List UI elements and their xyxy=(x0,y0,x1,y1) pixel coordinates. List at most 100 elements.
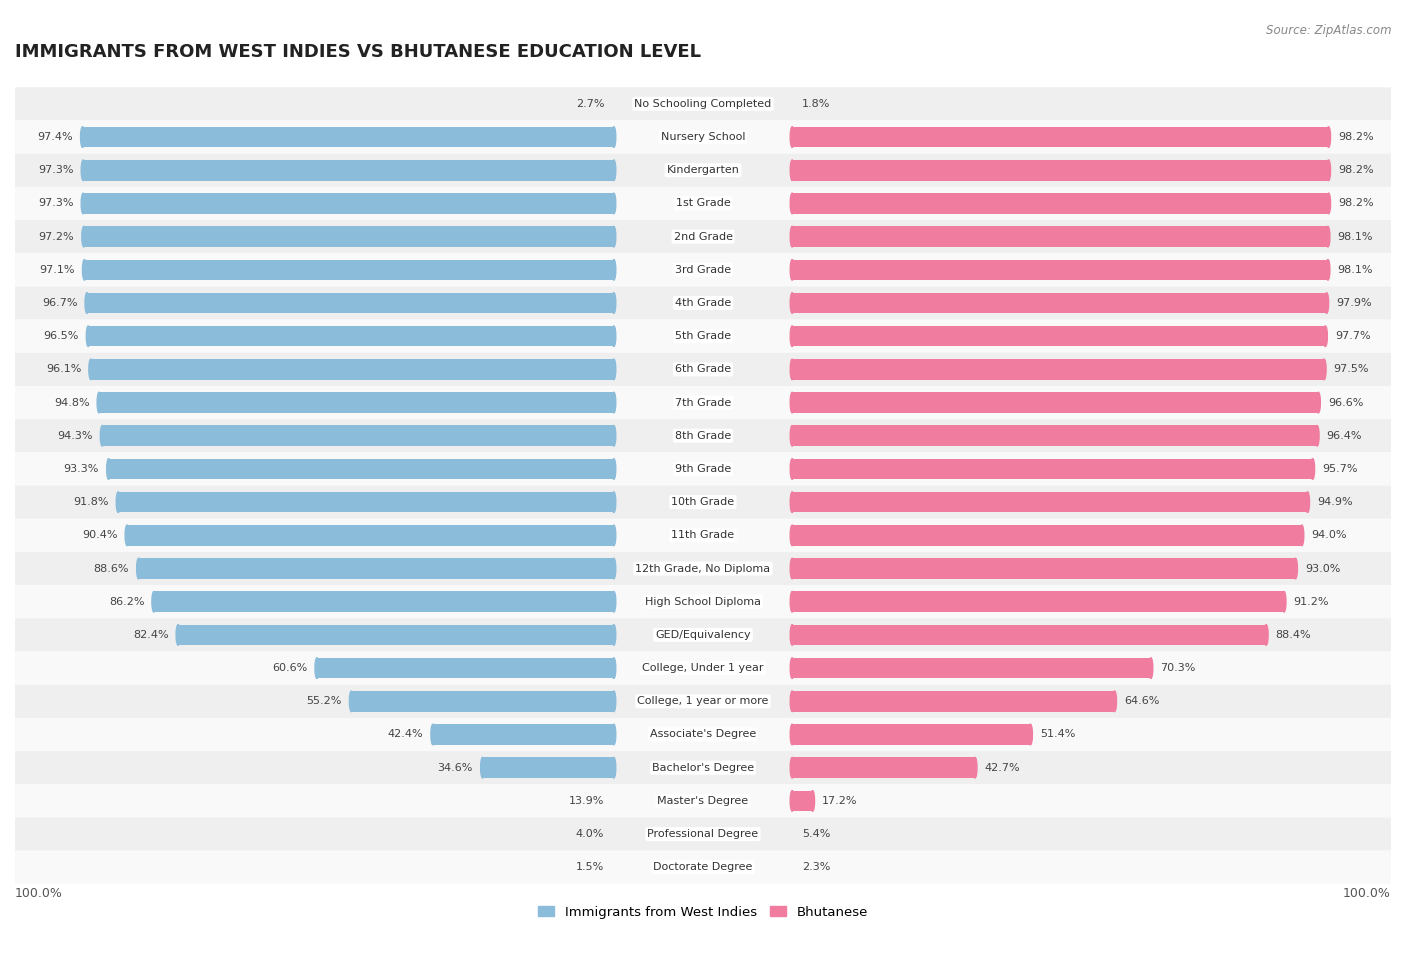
Circle shape xyxy=(1322,359,1326,379)
Circle shape xyxy=(612,425,616,447)
Circle shape xyxy=(1299,526,1303,546)
Circle shape xyxy=(612,160,616,180)
Text: 9th Grade: 9th Grade xyxy=(675,464,731,474)
Text: 96.7%: 96.7% xyxy=(42,298,77,308)
Text: 97.3%: 97.3% xyxy=(38,165,73,176)
Circle shape xyxy=(83,259,86,280)
Bar xyxy=(792,127,1329,147)
Circle shape xyxy=(86,326,90,346)
Circle shape xyxy=(1327,127,1330,147)
Circle shape xyxy=(1327,193,1330,214)
Circle shape xyxy=(790,458,794,480)
Text: 1.8%: 1.8% xyxy=(801,98,830,109)
Circle shape xyxy=(612,625,616,645)
FancyBboxPatch shape xyxy=(15,187,1391,220)
Text: 42.4%: 42.4% xyxy=(388,729,423,739)
Bar xyxy=(792,724,1031,745)
Bar xyxy=(127,526,614,546)
Legend: Immigrants from West Indies, Bhutanese: Immigrants from West Indies, Bhutanese xyxy=(533,900,873,923)
Text: Master's Degree: Master's Degree xyxy=(658,796,748,806)
FancyBboxPatch shape xyxy=(15,718,1391,751)
Bar xyxy=(792,691,1115,712)
Bar xyxy=(118,491,614,513)
Circle shape xyxy=(82,160,86,180)
Text: College, 1 year or more: College, 1 year or more xyxy=(637,696,769,706)
FancyBboxPatch shape xyxy=(15,88,1391,121)
Circle shape xyxy=(1264,625,1268,645)
Text: 91.2%: 91.2% xyxy=(1294,597,1329,606)
Text: 2.3%: 2.3% xyxy=(801,862,830,873)
Text: 96.5%: 96.5% xyxy=(44,332,79,341)
Text: 6th Grade: 6th Grade xyxy=(675,365,731,374)
Circle shape xyxy=(349,691,353,712)
Circle shape xyxy=(790,259,794,280)
Text: Associate's Degree: Associate's Degree xyxy=(650,729,756,739)
FancyBboxPatch shape xyxy=(15,519,1391,552)
Bar xyxy=(139,559,614,579)
FancyBboxPatch shape xyxy=(15,419,1391,452)
Bar xyxy=(433,724,614,745)
Circle shape xyxy=(973,758,977,778)
Text: 91.8%: 91.8% xyxy=(73,497,108,507)
Circle shape xyxy=(612,724,616,745)
Circle shape xyxy=(790,127,794,147)
Circle shape xyxy=(612,292,616,313)
Text: 97.4%: 97.4% xyxy=(38,132,73,142)
Text: 93.0%: 93.0% xyxy=(1305,564,1340,573)
Text: 82.4%: 82.4% xyxy=(134,630,169,640)
Circle shape xyxy=(612,592,616,612)
Circle shape xyxy=(1326,259,1330,280)
Bar xyxy=(792,526,1302,546)
Text: 2nd Grade: 2nd Grade xyxy=(673,232,733,242)
Text: College, Under 1 year: College, Under 1 year xyxy=(643,663,763,673)
Circle shape xyxy=(100,425,104,447)
Text: 96.6%: 96.6% xyxy=(1327,398,1364,408)
Text: Doctorate Degree: Doctorate Degree xyxy=(654,862,752,873)
Bar xyxy=(792,392,1319,412)
Text: 98.2%: 98.2% xyxy=(1339,199,1374,209)
Text: 55.2%: 55.2% xyxy=(307,696,342,706)
Bar xyxy=(792,226,1327,247)
FancyBboxPatch shape xyxy=(15,386,1391,419)
FancyBboxPatch shape xyxy=(15,751,1391,784)
Bar xyxy=(87,292,614,313)
Circle shape xyxy=(790,724,794,745)
FancyBboxPatch shape xyxy=(15,618,1391,651)
Circle shape xyxy=(790,160,794,180)
Text: 100.0%: 100.0% xyxy=(15,887,63,900)
Circle shape xyxy=(152,592,156,612)
Circle shape xyxy=(790,592,794,612)
Text: 94.3%: 94.3% xyxy=(58,431,93,441)
Text: Nursery School: Nursery School xyxy=(661,132,745,142)
Text: Kindergarten: Kindergarten xyxy=(666,165,740,176)
Circle shape xyxy=(315,658,319,679)
Text: 3rd Grade: 3rd Grade xyxy=(675,265,731,275)
Circle shape xyxy=(612,458,616,480)
Circle shape xyxy=(1282,592,1286,612)
Text: 11th Grade: 11th Grade xyxy=(672,530,734,540)
Text: 97.2%: 97.2% xyxy=(38,232,75,242)
Text: 5.4%: 5.4% xyxy=(801,829,830,839)
Text: 1.5%: 1.5% xyxy=(576,862,605,873)
Circle shape xyxy=(790,292,794,313)
FancyBboxPatch shape xyxy=(15,585,1391,618)
Circle shape xyxy=(790,625,794,645)
Text: 88.6%: 88.6% xyxy=(94,564,129,573)
Circle shape xyxy=(612,758,616,778)
Circle shape xyxy=(1316,392,1320,412)
FancyBboxPatch shape xyxy=(15,254,1391,287)
Text: 4.0%: 4.0% xyxy=(576,829,605,839)
Circle shape xyxy=(117,491,120,513)
FancyBboxPatch shape xyxy=(15,320,1391,353)
Circle shape xyxy=(1323,326,1327,346)
Circle shape xyxy=(612,392,616,412)
Circle shape xyxy=(790,326,794,346)
Circle shape xyxy=(1310,458,1315,480)
FancyBboxPatch shape xyxy=(15,121,1391,154)
Bar xyxy=(83,127,614,147)
Bar xyxy=(792,292,1327,313)
FancyBboxPatch shape xyxy=(15,220,1391,254)
Bar xyxy=(482,758,614,778)
Bar xyxy=(179,625,614,645)
Circle shape xyxy=(790,359,794,379)
